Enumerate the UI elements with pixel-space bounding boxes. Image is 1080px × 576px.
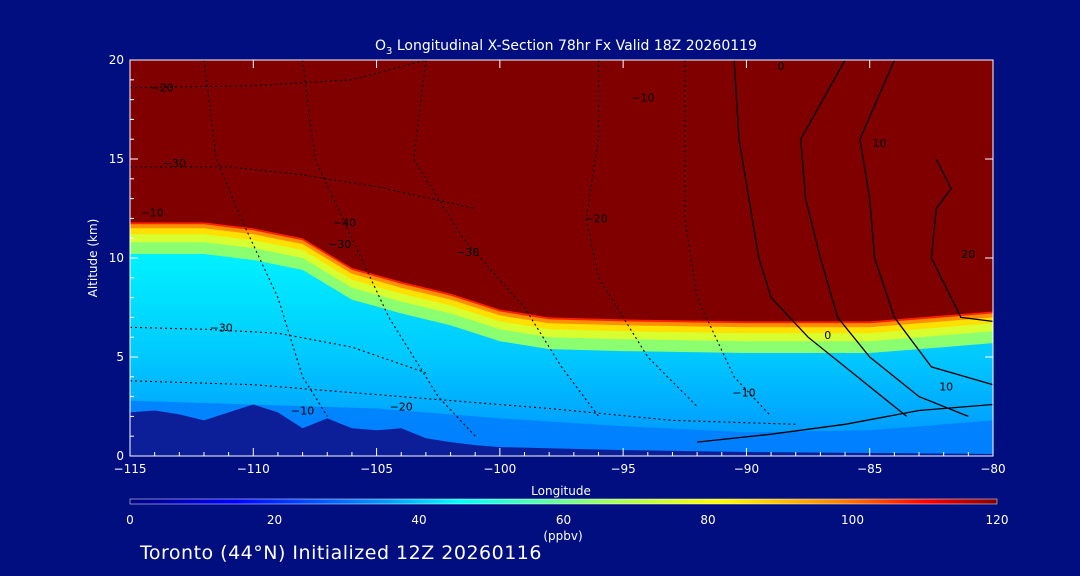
contour-label: 0: [777, 60, 784, 73]
colorbar-tick-label: 0: [126, 513, 134, 527]
contour-label: −30: [328, 238, 351, 251]
y-tick-label: 0: [116, 449, 124, 463]
contour-label: 0: [824, 329, 831, 342]
contour-label: 20: [961, 248, 975, 261]
contour-label: 10: [873, 137, 887, 150]
contour-label: −20: [584, 212, 607, 225]
colorbar-tick-label: 120: [986, 513, 1009, 527]
footer-caption: Toronto (44°N) Initialized 12Z 20260116: [140, 542, 542, 564]
colorbar-tick-label: 40: [411, 513, 426, 527]
x-tick-label: −115: [114, 462, 147, 476]
contour-label: −20: [390, 401, 413, 414]
contour-label: 10: [939, 381, 953, 394]
x-tick-label: −85: [857, 462, 882, 476]
y-axis-label: Altitude (km): [86, 219, 100, 298]
x-axis-label: Longitude: [531, 484, 591, 498]
y-tick-label: 5: [116, 350, 124, 364]
colorbar-tick-label: 80: [700, 513, 715, 527]
contour-label: −30: [163, 157, 186, 170]
contour-label: −30: [456, 246, 479, 259]
chart-title: O3 Longitudinal X-Section 78hr Fx Valid …: [375, 38, 757, 57]
colorbar-tick-label: 20: [267, 513, 282, 527]
colorbar-ticks: 0 20 40 60 80 100 120: [126, 513, 1008, 527]
colorbar-unit-label: (ppbv): [543, 529, 582, 543]
colorbar: [130, 499, 997, 504]
contour-label: −10: [141, 206, 164, 219]
contour-label: −10: [631, 92, 654, 105]
contour-label: −10: [732, 387, 755, 400]
x-tick-label: −110: [237, 462, 270, 476]
y-tick-label: 15: [109, 152, 124, 166]
contour-label: −10: [291, 404, 314, 417]
contour-label: −40: [333, 216, 356, 229]
contour-label: −30: [210, 321, 233, 334]
x-tick-label: −95: [610, 462, 635, 476]
y-tick-label: 10: [109, 251, 124, 265]
plot-area: −20 −30 −10 −40 −30 −30 −20 −10 −30 −10 −20 −10 0 0 10…: [130, 60, 993, 456]
x-tick-label: −80: [980, 462, 1005, 476]
colorbar-tick-label: 60: [556, 513, 571, 527]
x-tick-label: −105: [360, 462, 393, 476]
x-tick-label: −100: [483, 462, 516, 476]
x-tick-label: −90: [734, 462, 759, 476]
contour-label: −20: [150, 82, 173, 95]
y-tick-label: 20: [109, 53, 124, 67]
colorbar-tick-label: 100: [841, 513, 864, 527]
